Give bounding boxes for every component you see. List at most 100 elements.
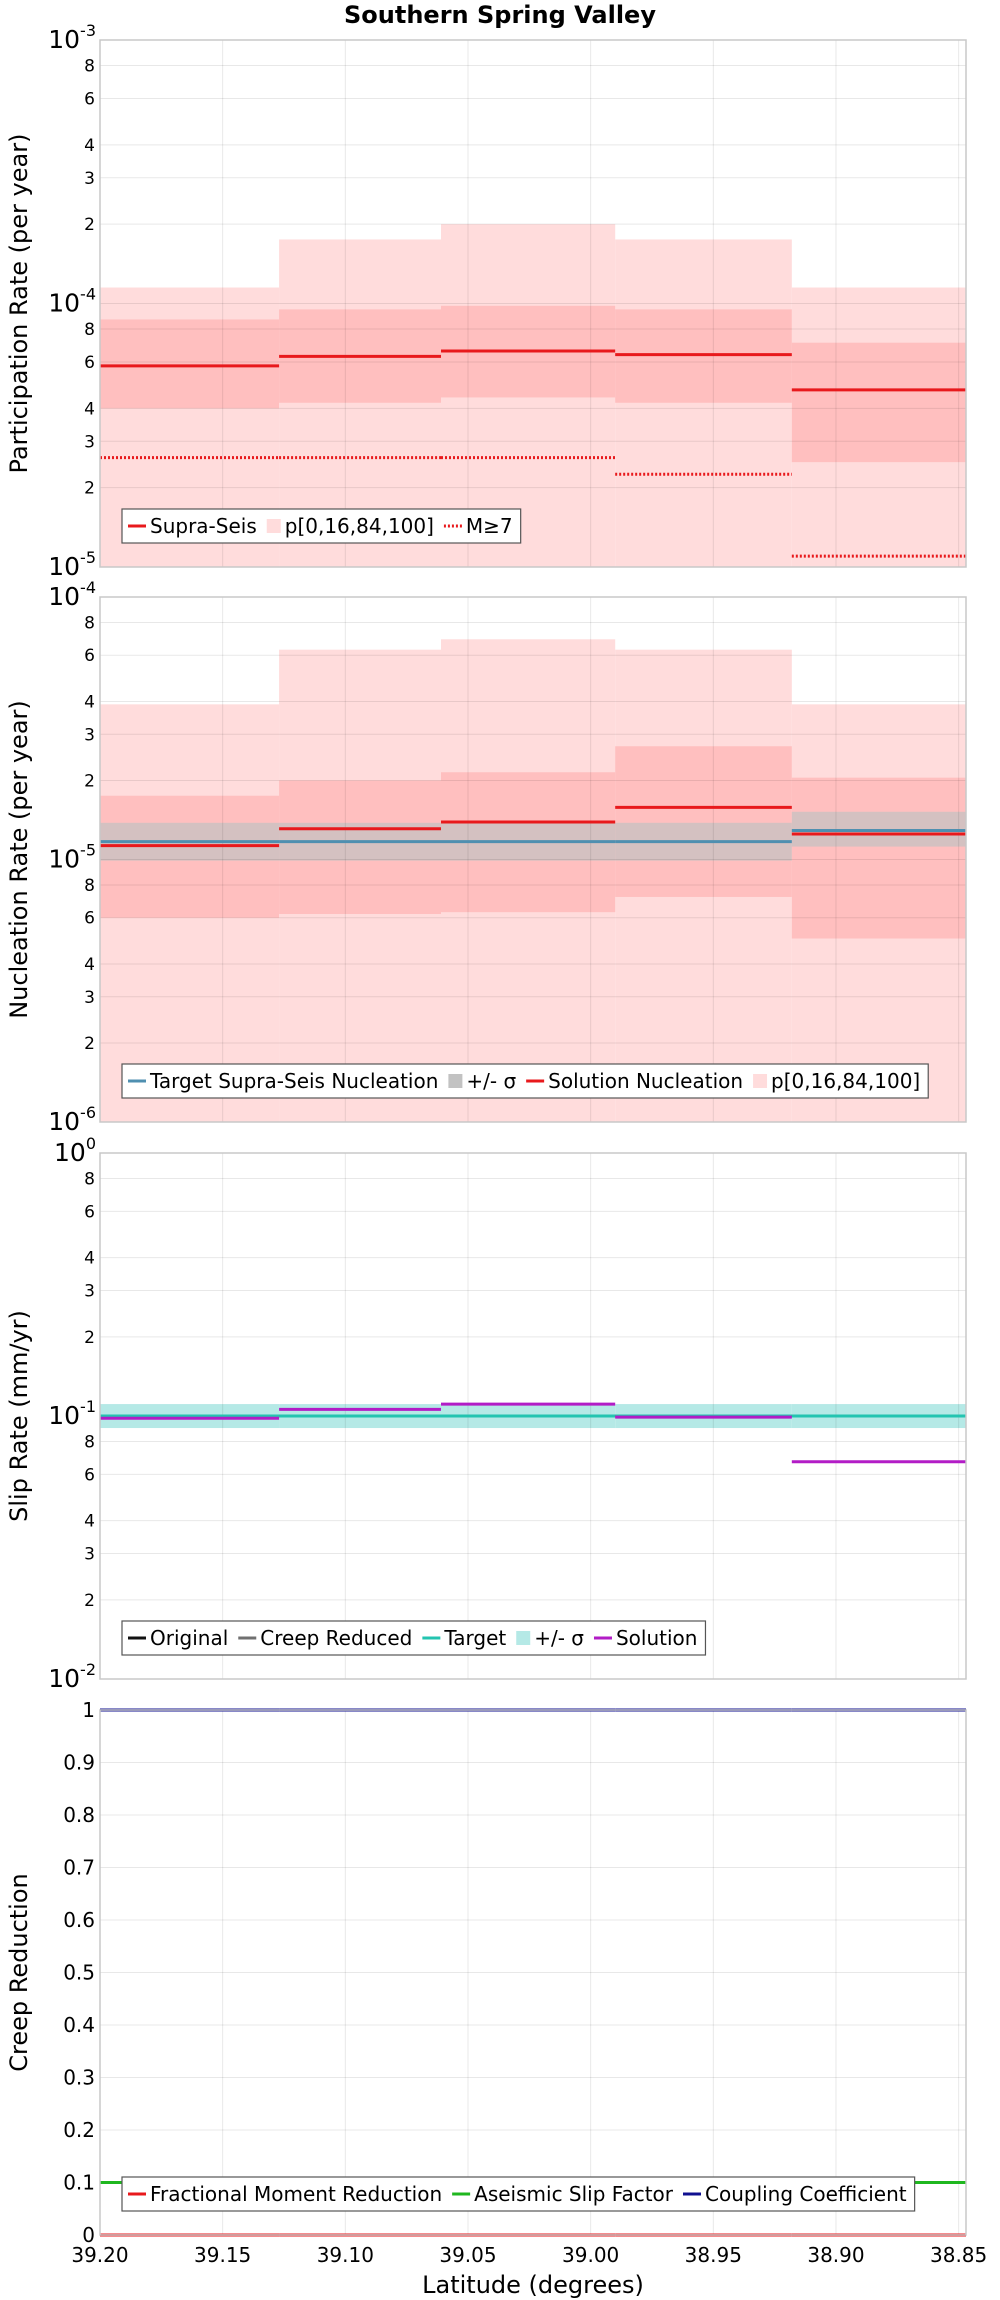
tick-mantissa: 10 [48,25,80,54]
x-tick-label: 39.00 [562,2243,619,2267]
series-mge7 [100,456,966,558]
tick-mantissa: 10 [48,1401,80,1430]
legend-box [121,1063,929,1099]
plot-frame [99,1152,967,1680]
y-tick-label: 3 [84,988,95,1008]
y-tick-label: 3 [84,1282,95,1302]
legend-box [121,508,522,544]
y-tick-label: 10-4 [48,285,96,318]
y-tick-label: 6 [84,909,95,929]
legend-label: +/- σ [534,1626,584,1650]
y-tick-label: 2 [84,1591,95,1611]
panel-4: 0 0.1 0.2 0.3 0.4 0.5 0.6 0.7 0.8 0.9 1 Creep Reduc… [5,1698,967,2247]
y-tick-label: 0.8 [63,1803,95,1827]
legend-item-solution-nucleation: Solution Nucleation [526,1069,743,1093]
series-supra-seis [100,349,966,392]
tick-mantissa: 10 [48,1664,80,1693]
y-tick-label: 0.4 [63,2013,95,2037]
legend-box [121,2176,916,2212]
legend-label: M≥7 [466,514,513,538]
legend-label: Solution Nucleation [548,1069,743,1093]
legend-item-target-supra-seis-nucleation: Target Supra-Seis Nucleation [128,1069,438,1093]
x-tick-label: 39.20 [71,2243,128,2267]
x-tick-label: 38.95 [685,2243,742,2267]
y-tick-label: 6 [84,646,95,666]
y-tick-label: 4 [84,692,95,712]
y-tick-label: 3 [84,1545,95,1565]
legend-item-p-0-16-84-100: p[0,16,84,100] [266,514,434,538]
y-tick-label: 3 [84,725,95,745]
band-segment [791,777,966,939]
y-tick-label: 8 [84,1169,95,1189]
tick-mantissa: 10 [54,1138,86,1167]
plot-frame [99,39,967,568]
x-tick-label: 39.15 [194,2243,251,2267]
legend-item-fractional-moment-reduction: Fractional Moment Reduction [128,2182,442,2206]
legend-item-sigma: +/- σ [516,1626,584,1650]
legend: Target Supra-Seis Nucleation +/- σ Solutio… [121,1063,929,1099]
y-tick-label: 0.3 [63,2066,95,2090]
tick-mantissa: 10 [48,289,80,318]
band-segment [615,746,792,897]
tick-exponent: -5 [80,548,96,567]
legend-item-solution: Solution [593,1626,697,1650]
legend-label: +/- σ [466,1069,516,1093]
legend-item-aseismic-slip-factor: Aseismic Slip Factor [452,2182,674,2206]
y-tick-label: 1 [82,1698,95,1722]
legend-label: Solution [616,1626,697,1650]
y-axis-label: Nucleation Rate (per year) [5,700,33,1019]
y-tick-label: 6 [84,1465,95,1485]
y-tick-label: 10-5 [48,841,96,874]
legend-swatch [448,1074,463,1088]
y-tick-label: 3 [84,169,95,189]
y-tick-label: 8 [84,320,95,340]
y-tick-label: 2 [84,1034,95,1054]
legend-item-original: Original [128,1626,228,1650]
y-axis-label: Participation Rate (per year) [5,134,33,474]
band-segment [100,319,280,409]
y-tick-label: 4 [84,955,95,975]
legend-item-coupling-coefficient: Coupling Coefficient [683,2182,907,2206]
y-tick-label: 8 [84,613,95,633]
x-axis-label: Latitude (degrees) [422,2271,644,2299]
y-tick-label: 0.9 [63,1751,95,1775]
y-tick-label: 4 [84,136,95,156]
tick-mantissa: 10 [48,582,80,611]
x-tick-label: 39.10 [317,2243,374,2267]
y-tick-label: 0 [82,2223,95,2247]
tick-exponent: -3 [80,21,96,40]
legend-label: Original [150,1626,228,1650]
legend-item-sigma: +/- σ [448,1069,516,1093]
y-tick-labels: 0 0.1 0.2 0.3 0.4 0.5 0.6 0.7 0.8 0.9 1 [63,1698,95,2247]
y-tick-label: 2 [84,1328,95,1348]
band-segment [615,239,792,567]
series-solution [100,1402,966,1464]
legend: Fractional Moment Reduction Aseismic Slip… [121,2176,916,2212]
y-tick-label: 10-3 [48,21,96,54]
y-tick-label: 4 [84,1249,95,1269]
y-tick-label: 6 [84,353,95,373]
legend-label: Aseismic Slip Factor [474,2182,674,2206]
legend-swatch [516,1631,531,1645]
y-tick-label: 4 [84,399,95,419]
legend-label: p[0,16,84,100] [285,514,434,538]
y-axis-label: Creep Reduction [5,1873,33,2071]
y-tick-label: 0.5 [63,1961,95,1985]
legend-label: Target Supra-Seis Nucleation [149,1069,438,1093]
tick-exponent: -4 [80,578,96,597]
tick-exponent: -6 [80,1103,96,1122]
tick-exponent: -4 [80,285,96,304]
y-tick-label: 2 [84,215,95,235]
y-tick-label: 0.7 [63,1856,95,1880]
y-axis-label: Slip Rate (mm/yr) [5,1310,33,1522]
x-axis: 39.20 39.15 39.10 39.05 39.00 38.95 38.90 38.85 [71,2243,987,2267]
tick-mantissa: 10 [48,1107,80,1136]
legend-label: p[0,16,84,100] [771,1069,920,1093]
legend-label: Creep Reduced [260,1626,412,1650]
legend-item-target: Target [422,1626,506,1650]
